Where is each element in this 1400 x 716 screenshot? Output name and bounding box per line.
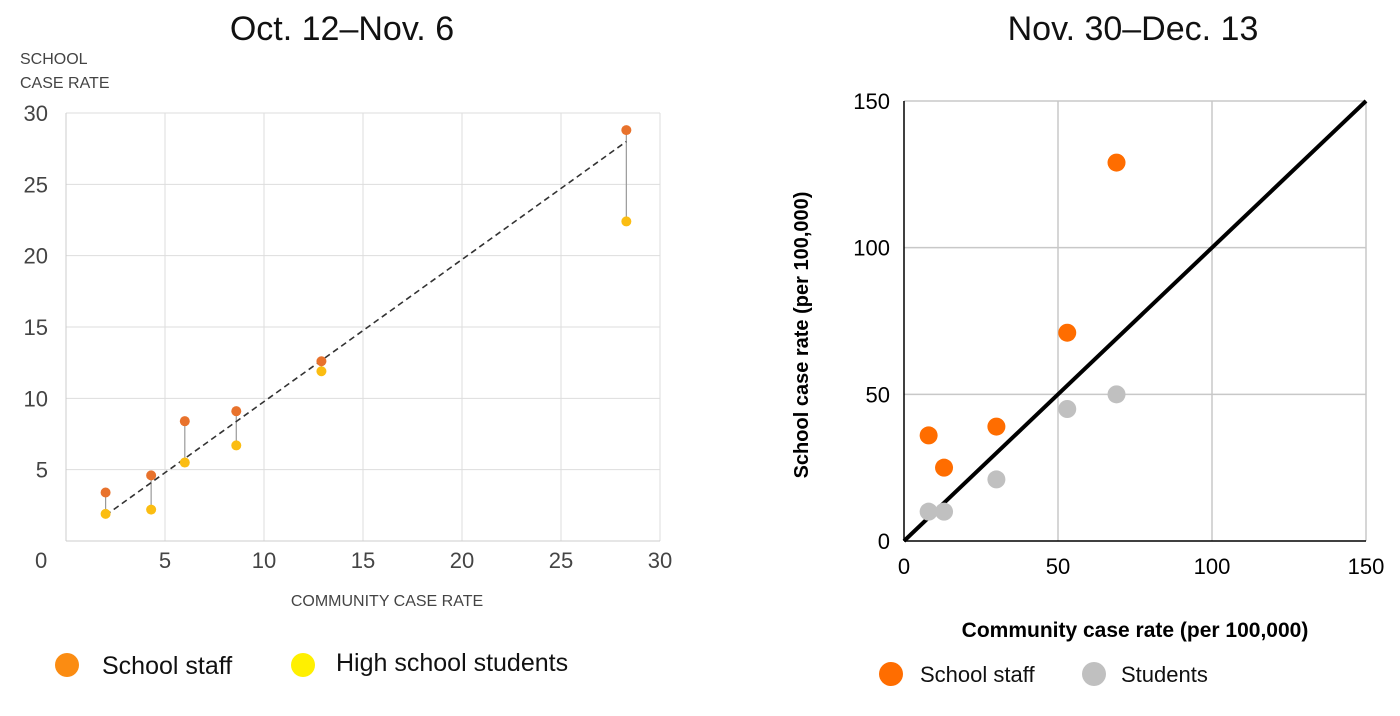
point-high-school-students — [231, 440, 242, 451]
point-high-school-students — [146, 504, 157, 515]
right-legend: School staff Students — [879, 662, 1208, 687]
right-points — [919, 153, 1126, 521]
point-school-staff — [146, 470, 157, 481]
point-school-staff — [621, 125, 632, 136]
legend-marker-high-school-students — [291, 653, 315, 677]
left-y-tick-label: 15 — [24, 315, 48, 340]
right-x-tick-label: 100 — [1194, 554, 1231, 579]
left-chart-title: Oct. 12–Nov. 6 — [230, 10, 454, 48]
left-x-tick-labels: 0 5 10 15 20 25 30 — [35, 548, 672, 573]
left-x-axis-label: COMMUNITY CASE RATE — [291, 593, 483, 610]
right-y-axis-label: School case rate (per 100,000) — [791, 192, 813, 479]
left-y-tick-label: 5 — [36, 458, 48, 483]
left-points — [100, 125, 632, 519]
left-grid — [66, 112, 661, 541]
left-x-tick-label: 5 — [159, 548, 171, 573]
left-x-tick-label: 30 — [648, 548, 672, 573]
point-students — [919, 502, 938, 521]
right-x-tick-label: 50 — [1046, 554, 1070, 579]
right-reference-line — [902, 99, 1368, 543]
right-chart: Nov. 30–Dec. 13 School case rate (per 10… — [791, 10, 1384, 687]
left-chart: Oct. 12–Nov. 6 SCHOOL CASE RATE 5 10 15 20 2… — [20, 10, 672, 680]
right-grid — [904, 100, 1367, 541]
left-y-tick-label: 30 — [24, 101, 48, 126]
point-school-staff — [1107, 153, 1126, 172]
right-x-tick-label: 150 — [1348, 554, 1385, 579]
right-x-tick-label: 0 — [898, 554, 910, 579]
legend-label-students: Students — [1121, 662, 1208, 687]
right-y-tick-label: 150 — [853, 89, 890, 114]
point-students — [987, 470, 1006, 489]
legend-label-school-staff: School staff — [102, 652, 232, 680]
point-school-staff — [231, 406, 242, 417]
left-axes — [65, 113, 660, 542]
right-x-axis-label: Community case rate (per 100,000) — [962, 619, 1309, 642]
left-x-tick-label: 25 — [549, 548, 573, 573]
point-high-school-students — [100, 508, 111, 519]
point-school-staff — [919, 426, 938, 445]
legend-label-high-school-students: High school students — [336, 649, 568, 677]
point-school-staff — [987, 417, 1006, 436]
legend-label-school-staff: School staff — [920, 662, 1035, 687]
left-y-axis-label-line-2: CASE RATE — [20, 75, 110, 92]
left-trendline — [105, 140, 627, 516]
right-axes — [903, 101, 1366, 542]
left-y-tick-label: 20 — [24, 244, 48, 269]
left-y-axis-label-line-1: SCHOOL — [20, 51, 88, 68]
point-high-school-students — [621, 216, 632, 227]
right-y-tick-label: 0 — [878, 529, 890, 554]
legend-marker-students — [1082, 662, 1106, 686]
point-high-school-students — [179, 457, 190, 468]
point-school-staff — [1058, 323, 1077, 342]
legend-marker-school-staff — [55, 653, 79, 677]
legend-marker-school-staff — [879, 662, 903, 686]
left-x-tick-label: 0 — [35, 548, 47, 573]
left-x-tick-label: 10 — [252, 548, 276, 573]
left-y-tick-labels: 5 10 15 20 25 30 — [24, 101, 48, 483]
left-y-tick-label: 25 — [24, 172, 48, 197]
point-school-staff — [179, 416, 190, 427]
right-x-tick-labels: 0 50 100 150 — [898, 554, 1384, 579]
point-school-staff — [100, 487, 111, 498]
reference-line-y-equals-x — [902, 99, 1368, 543]
point-high-school-students — [316, 366, 327, 377]
left-x-tick-label: 15 — [351, 548, 375, 573]
right-y-tick-labels: 0 50 100 150 — [853, 89, 890, 554]
point-school-staff — [316, 356, 327, 367]
left-legend: School staff High school students — [55, 649, 568, 680]
left-x-tick-label: 20 — [450, 548, 474, 573]
point-school-staff — [935, 458, 954, 477]
left-y-tick-label: 10 — [24, 386, 48, 411]
left-connectors — [104, 130, 627, 514]
trendline-dashed — [105, 140, 627, 516]
point-students — [1107, 385, 1126, 404]
point-students — [935, 502, 954, 521]
right-chart-title: Nov. 30–Dec. 13 — [1008, 10, 1259, 48]
right-y-tick-label: 50 — [866, 382, 890, 407]
point-students — [1058, 400, 1077, 418]
right-y-tick-label: 100 — [853, 236, 890, 261]
